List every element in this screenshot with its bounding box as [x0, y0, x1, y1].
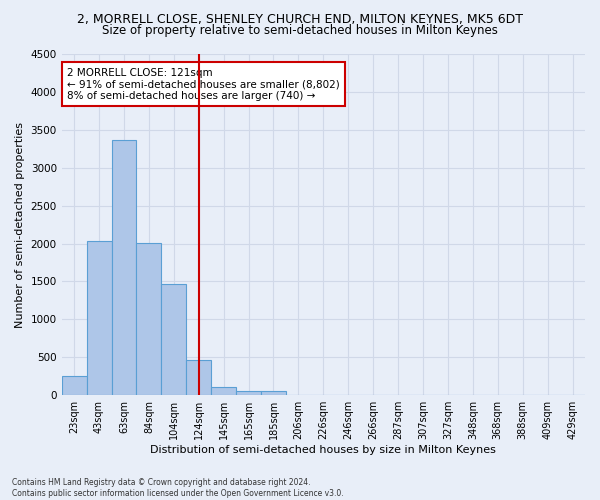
Bar	[236, 390, 261, 395]
Y-axis label: Number of semi-detached properties: Number of semi-detached properties	[15, 122, 25, 328]
Bar	[136, 243, 161, 395]
Text: Contains HM Land Registry data © Crown copyright and database right 2024.
Contai: Contains HM Land Registry data © Crown c…	[12, 478, 344, 498]
Text: 2 MORRELL CLOSE: 121sqm
← 91% of semi-detached houses are smaller (8,802)
8% of : 2 MORRELL CLOSE: 121sqm ← 91% of semi-de…	[67, 68, 340, 101]
Bar	[161, 284, 186, 395]
Text: 2, MORRELL CLOSE, SHENLEY CHURCH END, MILTON KEYNES, MK5 6DT: 2, MORRELL CLOSE, SHENLEY CHURCH END, MI…	[77, 12, 523, 26]
Text: Size of property relative to semi-detached houses in Milton Keynes: Size of property relative to semi-detach…	[102, 24, 498, 37]
Bar	[86, 242, 112, 395]
Bar	[112, 140, 136, 395]
Bar	[211, 387, 236, 395]
X-axis label: Distribution of semi-detached houses by size in Milton Keynes: Distribution of semi-detached houses by …	[151, 445, 496, 455]
Bar	[62, 376, 86, 395]
Bar	[261, 392, 286, 395]
Bar	[186, 360, 211, 395]
